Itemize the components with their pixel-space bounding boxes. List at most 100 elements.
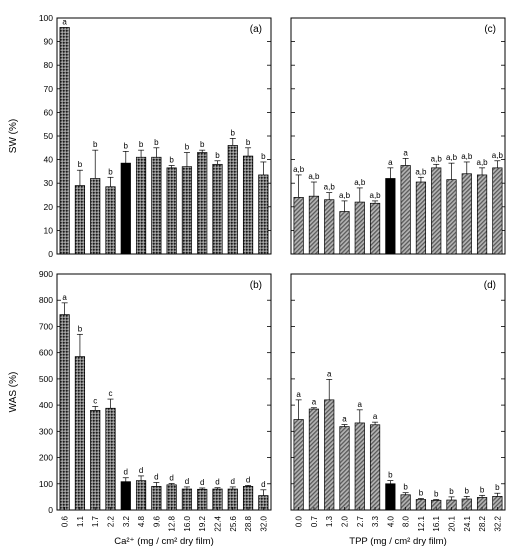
panel-a-sw-calcium: 0 10 20 30 40 50 60 70 80 90 100 a b b b b b b b b b b b b b (a… <box>8 13 272 259</box>
significance-letter: d <box>231 477 235 486</box>
x-axis-label: Ca²⁺ (mg / cm² dry film) <box>114 536 213 547</box>
x-tick-label: 12.8 <box>168 515 177 531</box>
significance-letter: b <box>449 487 454 496</box>
y-tick-label: 30 <box>44 178 54 188</box>
x-tick-label: 1.7 <box>91 515 100 527</box>
bar <box>415 181 427 255</box>
significance-letter: d <box>200 478 204 487</box>
bar <box>227 145 238 255</box>
plot-frame <box>56 273 272 511</box>
significance-letter: b <box>78 160 83 169</box>
significance-letter: b <box>403 483 408 492</box>
bar <box>90 410 101 511</box>
bar <box>59 27 70 255</box>
bar <box>446 179 457 255</box>
bar <box>476 174 488 255</box>
x-tick-label: 8.0 <box>402 515 411 527</box>
bar <box>120 162 131 255</box>
bar <box>74 185 86 255</box>
significance-letter: b <box>185 143 190 152</box>
bar <box>324 399 335 511</box>
bars: a b b b b b b b b b b b b b <box>59 17 269 255</box>
bar <box>105 186 116 255</box>
bar <box>120 481 131 511</box>
x-tick-label: 2.0 <box>341 515 350 527</box>
significance-letter: b <box>169 156 174 165</box>
bar <box>354 201 365 255</box>
bar <box>461 173 472 255</box>
significance-letter: a,b <box>308 172 320 181</box>
y-tick-label: 300 <box>39 426 53 436</box>
significance-letter: a,b <box>354 178 366 187</box>
bar <box>400 165 411 255</box>
significance-letter: b <box>200 140 205 149</box>
y-tick-label: 900 <box>39 269 53 279</box>
significance-letter: a,b <box>492 151 504 160</box>
bar <box>293 197 304 255</box>
panel-label: (b) <box>250 280 262 291</box>
significance-letter: b <box>108 167 113 176</box>
significance-letter: d <box>261 480 265 489</box>
bar <box>339 211 350 255</box>
y-tick-label: 20 <box>44 202 54 212</box>
y-tick-label: 800 <box>39 295 53 305</box>
x-tick-label: 3.3 <box>371 515 380 527</box>
bar <box>59 314 70 511</box>
bar <box>197 152 208 255</box>
significance-letter: d <box>185 477 189 486</box>
bar <box>151 486 162 511</box>
bar <box>242 155 254 255</box>
x-tick-label: 0.0 <box>295 515 304 527</box>
x-tick-label: 2.7 <box>356 515 365 527</box>
panel-d-was-tpp: a a a a a a b b b b b b b b 0.0 0.7 1.3 2.0 2.7 3.3 4.0 8.0 1… <box>290 273 506 547</box>
bar <box>166 167 177 255</box>
y-axis-label: WAS (%) <box>8 372 19 413</box>
x-tick-label: 12.1 <box>417 515 426 531</box>
significance-letter: b <box>139 140 144 149</box>
significance-letter: b <box>154 138 159 147</box>
significance-letter: b <box>215 151 220 160</box>
significance-letter: a <box>327 369 332 378</box>
y-tick-label: 50 <box>44 131 54 141</box>
significance-letter: a,b <box>415 167 427 176</box>
y-axis-label: SW (%) <box>8 119 19 153</box>
significance-letter: b <box>78 324 83 333</box>
x-tick-label: 3.2 <box>122 515 131 527</box>
y-axis: 0 100 200 300 400 500 600 700 800 900 <box>39 269 271 515</box>
x-axis: 0.6 1.1 1.7 2.2 3.2 4.8 9.6 12.8 16.0 19.2 22.4 25.… <box>61 507 268 532</box>
x-tick-label: 4.8 <box>137 515 146 527</box>
bars: a a a a a a b b b b b b b b <box>293 369 503 511</box>
bar <box>212 488 223 511</box>
significance-letter: a,b <box>446 153 458 162</box>
significance-letter: a <box>403 148 408 157</box>
significance-letter: a <box>62 17 67 26</box>
bar <box>369 424 381 511</box>
bar <box>181 488 193 511</box>
significance-letter: a <box>342 415 347 424</box>
bar <box>308 195 320 255</box>
y-tick-label: 500 <box>39 374 53 384</box>
significance-letter: d <box>169 474 173 483</box>
bar <box>166 484 177 511</box>
significance-letter: b <box>246 138 251 147</box>
x-tick-label: 19.2 <box>198 515 207 531</box>
significance-letter: b <box>465 486 470 495</box>
significance-letter: a <box>312 398 317 407</box>
significance-letter: b <box>434 490 439 499</box>
x-tick-label: 28.2 <box>478 515 487 531</box>
significance-letter: a,b <box>477 158 489 167</box>
significance-letter: a,b <box>339 191 351 200</box>
x-tick-label: 32.2 <box>493 515 502 531</box>
significance-letter: a,b <box>431 154 443 163</box>
bar <box>105 407 116 511</box>
bar <box>135 480 147 511</box>
significance-letter: a <box>373 412 378 421</box>
bar <box>369 202 381 255</box>
x-tick-label: 20.1 <box>448 515 457 531</box>
y-tick-label: 0 <box>48 505 53 515</box>
x-tick-label: 1.1 <box>76 515 85 527</box>
bar <box>227 488 238 511</box>
